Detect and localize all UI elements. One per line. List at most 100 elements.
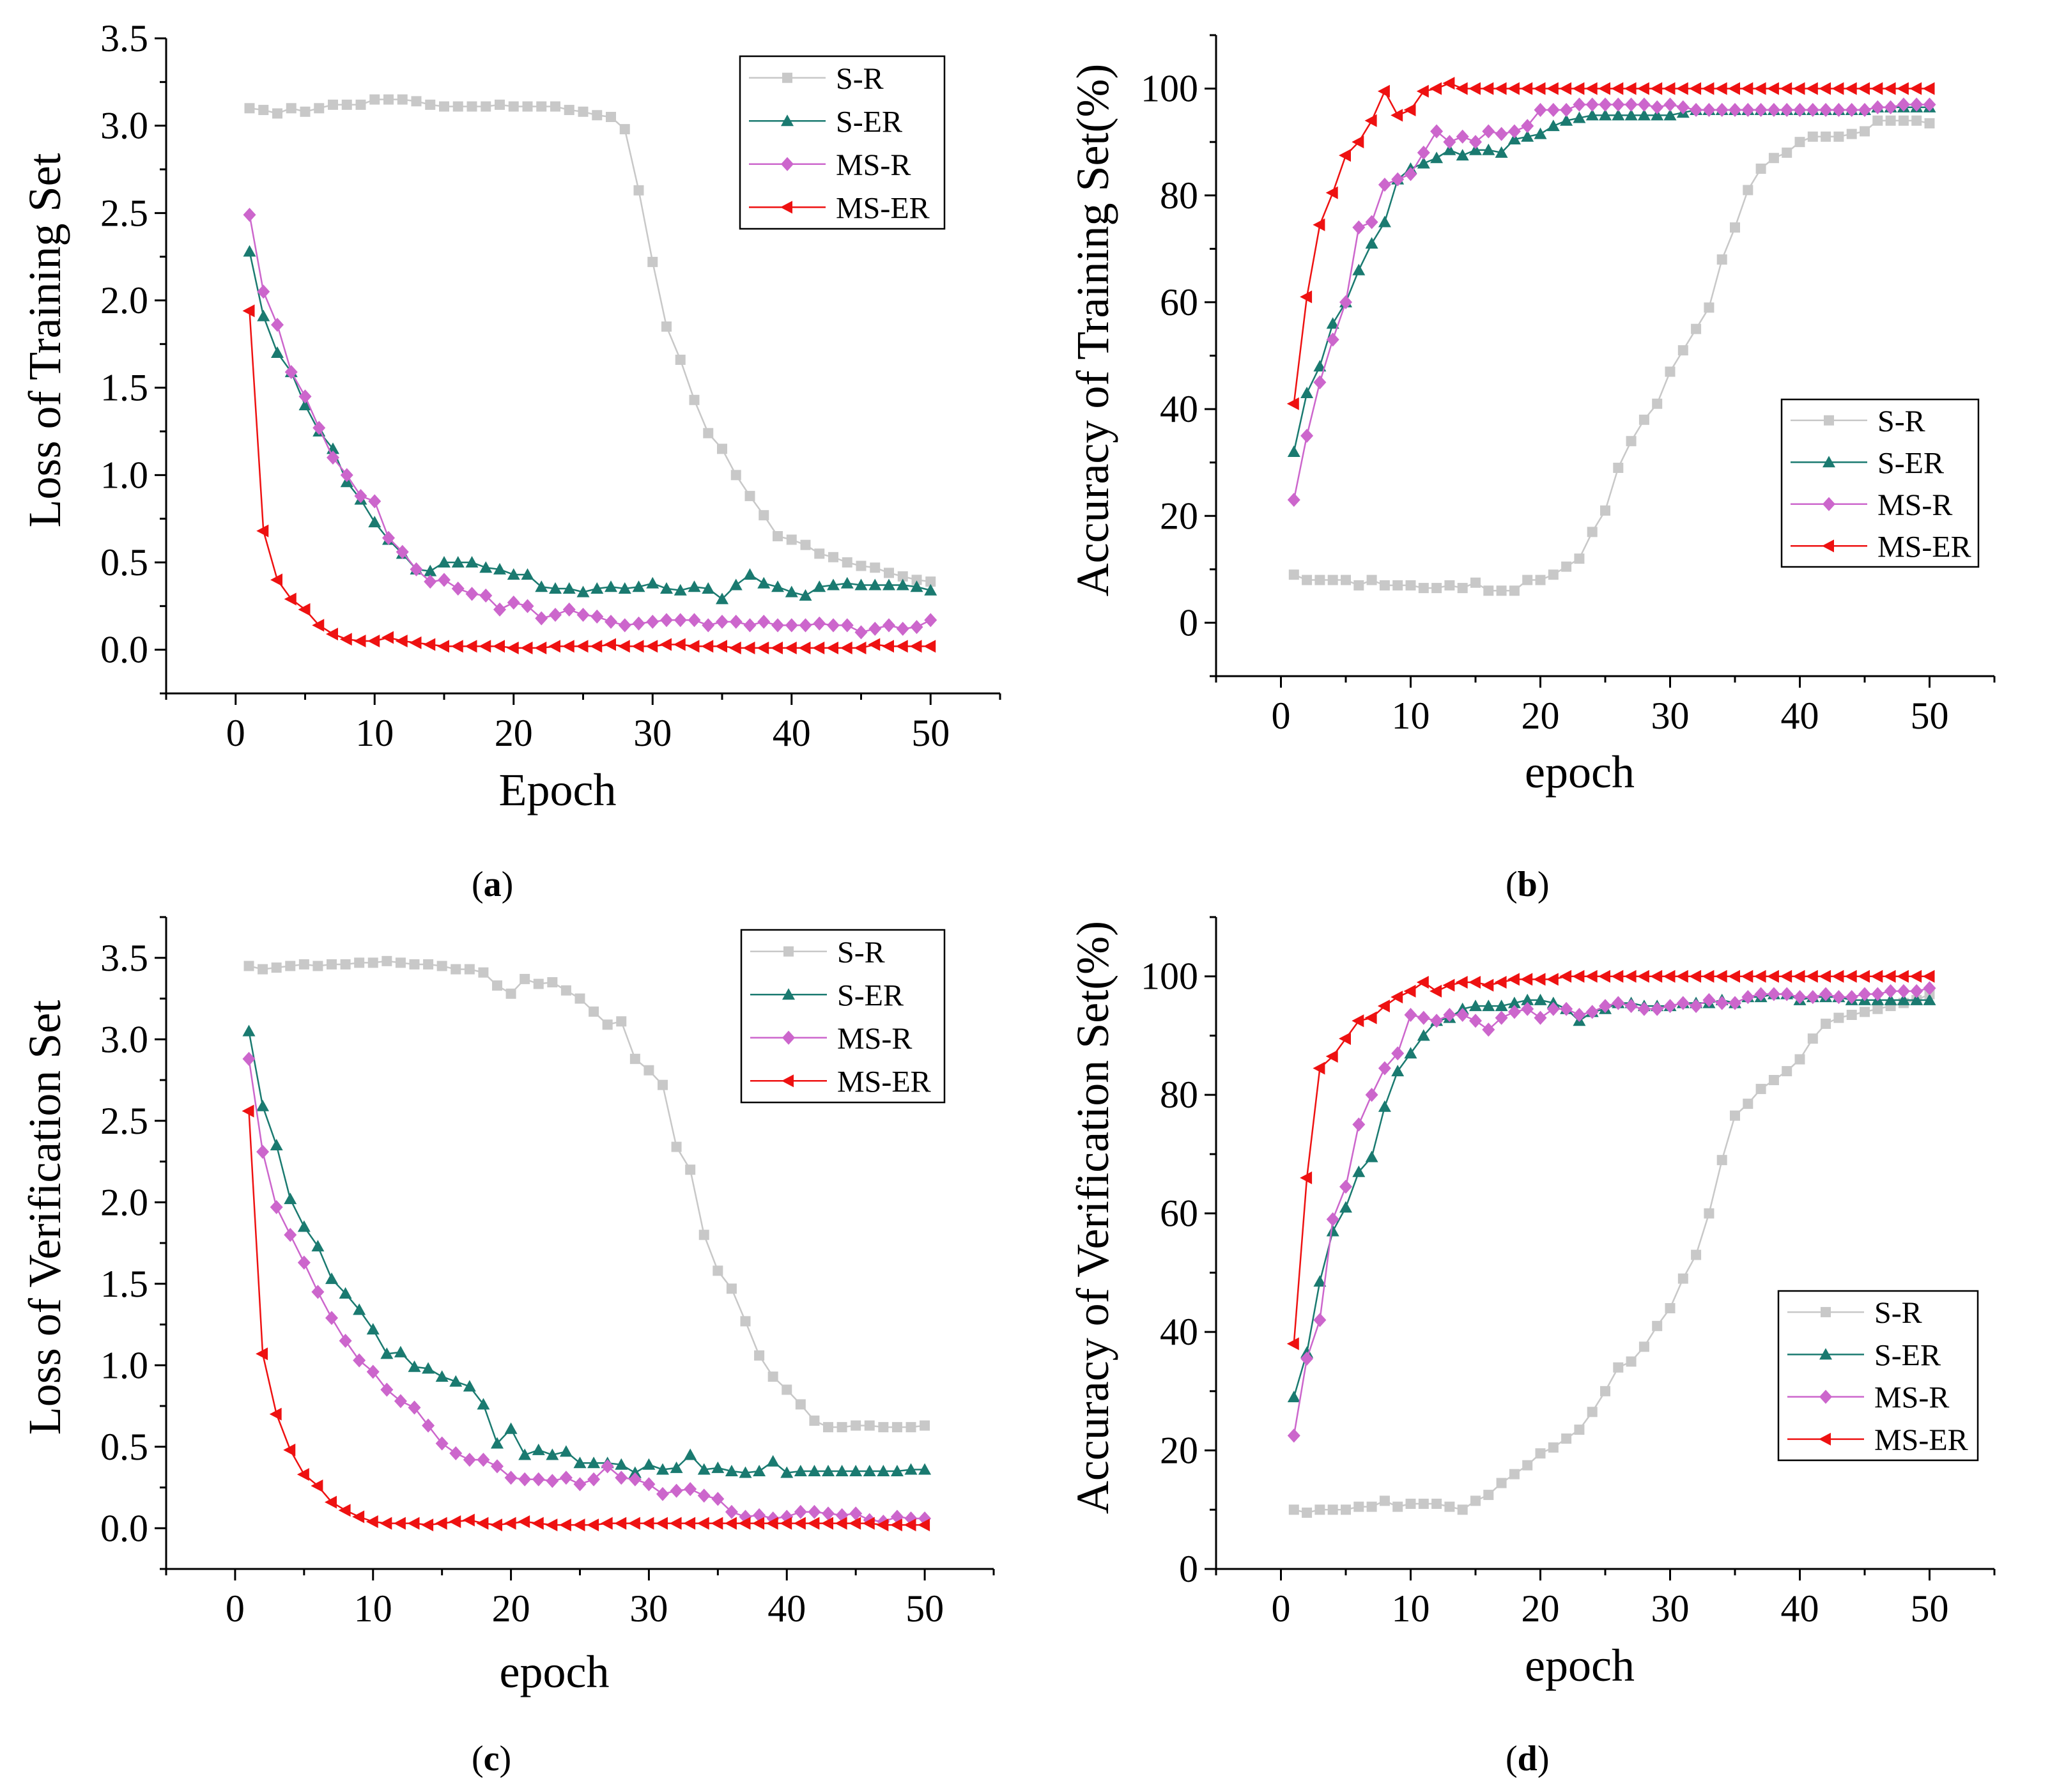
data-point: [754, 1350, 765, 1361]
x-tick-label: 0: [1272, 1587, 1291, 1630]
data-point: [688, 580, 701, 592]
data-point: [849, 1517, 861, 1530]
data-point: [1302, 575, 1313, 585]
data-point: [1845, 103, 1858, 118]
data-point: [520, 973, 530, 984]
data-point: [559, 1518, 571, 1532]
legend-label: S-ER: [1874, 1338, 1941, 1372]
data-point: [1598, 82, 1610, 95]
data-point: [1573, 111, 1586, 123]
data-point: [312, 619, 325, 632]
data-point: [518, 1472, 532, 1487]
data-point: [1638, 414, 1649, 425]
data-point: [522, 101, 533, 112]
data-point: [354, 957, 365, 968]
legend-label: S-ER: [836, 105, 902, 139]
data-point: [451, 582, 465, 596]
data-point: [466, 101, 477, 112]
data-point: [827, 618, 840, 633]
data-point: [328, 99, 338, 110]
data-point: [464, 964, 475, 975]
x-tick-label: 50: [1911, 695, 1949, 737]
data-point: [1612, 109, 1625, 121]
data-point: [507, 568, 520, 580]
data-point: [1702, 103, 1716, 118]
data-point: [1922, 82, 1935, 95]
data-point: [1677, 1273, 1688, 1284]
y-tick-label: 2.0: [100, 1181, 148, 1223]
x-tick-label: 30: [1651, 1587, 1690, 1630]
data-point: [562, 602, 576, 617]
data-point: [821, 1517, 833, 1530]
data-point: [1444, 1501, 1455, 1512]
data-point: [659, 638, 672, 651]
data-point: [479, 640, 491, 653]
data-point: [1377, 84, 1390, 98]
y-axis-label: Loss of Verification Set: [19, 1000, 70, 1435]
data-point: [1339, 1201, 1352, 1213]
data-point: [1352, 1117, 1366, 1132]
data-point: [904, 1463, 918, 1475]
data-point: [493, 602, 506, 617]
data-point: [1481, 82, 1494, 95]
x-tick-label: 10: [1392, 695, 1430, 737]
x-tick-label: 20: [492, 1587, 530, 1630]
data-point: [1534, 103, 1547, 118]
data-point: [257, 284, 270, 299]
data-point: [1300, 428, 1314, 443]
data-point: [340, 468, 353, 483]
data-point: [757, 614, 771, 629]
data-point: [1287, 1428, 1300, 1443]
data-point: [562, 582, 576, 594]
data-point: [784, 641, 797, 654]
data-point: [1585, 82, 1598, 95]
data-point: [849, 1506, 863, 1521]
data-point: [244, 103, 255, 114]
data-point: [842, 557, 852, 568]
data-point: [242, 304, 255, 318]
data-point: [701, 640, 714, 653]
legend-box: [740, 929, 946, 1104]
data-point: [1327, 1504, 1338, 1515]
x-axis-label: Epoch: [499, 764, 617, 815]
data-point: [1716, 254, 1727, 265]
legend-label: S-R: [836, 62, 884, 96]
data-point: [1352, 1014, 1364, 1028]
data-point: [271, 346, 284, 358]
data-point: [518, 1448, 532, 1460]
data-point: [1638, 1341, 1649, 1352]
data-point: [369, 94, 380, 105]
series-s-r: [243, 955, 930, 1433]
data-point: [1457, 583, 1468, 594]
data-point: [1287, 493, 1300, 507]
data-point: [1909, 82, 1922, 95]
data-point: [422, 1418, 435, 1433]
data-point: [1637, 97, 1651, 112]
series-line: [1293, 82, 1930, 404]
data-point: [518, 1515, 530, 1529]
data-point: [1468, 976, 1481, 989]
data-point: [1364, 114, 1377, 127]
series-s-r: [1288, 989, 1935, 1518]
series-line: [249, 311, 931, 649]
data-point: [1637, 82, 1649, 95]
data-point: [1325, 186, 1338, 199]
data-point: [1626, 436, 1637, 447]
x-tick-label: 0: [226, 712, 245, 754]
data-point: [1561, 1433, 1572, 1444]
data-point: [1417, 157, 1430, 169]
data-point: [1522, 1460, 1533, 1471]
data-point: [1300, 1171, 1313, 1184]
data-point: [1613, 463, 1624, 474]
x-tick-label: 30: [1651, 695, 1690, 737]
data-point: [1624, 969, 1637, 983]
data-point: [1782, 1066, 1792, 1077]
data-point: [1378, 1100, 1391, 1112]
data-point: [697, 1488, 711, 1503]
data-point: [1910, 993, 1923, 1005]
data-point: [242, 1051, 256, 1066]
data-point: [1455, 976, 1468, 989]
data-point: [1442, 978, 1455, 992]
series-ms-er: [242, 304, 936, 654]
data-point: [773, 531, 783, 541]
